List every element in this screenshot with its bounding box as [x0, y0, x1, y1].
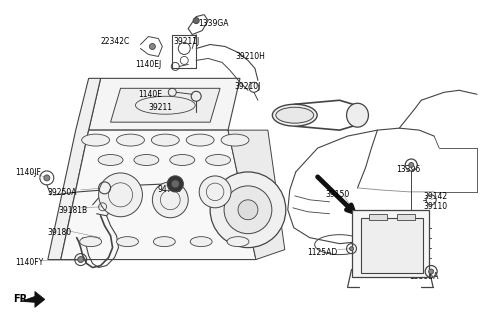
Circle shape [349, 247, 353, 251]
Polygon shape [48, 78, 101, 260]
Polygon shape [21, 292, 45, 307]
Text: 13396: 13396 [396, 165, 420, 174]
Circle shape [171, 180, 179, 188]
Text: 39180: 39180 [48, 228, 72, 237]
Circle shape [152, 182, 188, 218]
Text: 1140EJ: 1140EJ [135, 60, 162, 69]
Polygon shape [89, 78, 240, 130]
Ellipse shape [205, 155, 230, 165]
Text: 39210J: 39210J [234, 82, 261, 91]
Ellipse shape [227, 237, 249, 247]
Bar [397, 214, 415, 220]
Ellipse shape [98, 155, 123, 165]
Text: 1125AD: 1125AD [307, 248, 337, 257]
Ellipse shape [347, 103, 369, 127]
Circle shape [149, 44, 156, 50]
Ellipse shape [82, 134, 109, 146]
Polygon shape [61, 130, 256, 260]
Bar [370, 214, 387, 220]
Ellipse shape [135, 96, 195, 114]
Ellipse shape [117, 134, 144, 146]
Ellipse shape [276, 107, 313, 123]
Text: 1339GA: 1339GA [198, 19, 228, 28]
Text: 1140E: 1140E [138, 90, 162, 99]
Ellipse shape [221, 134, 249, 146]
Text: 39142: 39142 [423, 192, 447, 201]
Circle shape [78, 257, 84, 262]
Circle shape [199, 176, 231, 208]
Text: FR.: FR. [13, 294, 31, 304]
Ellipse shape [151, 134, 179, 146]
Ellipse shape [117, 237, 138, 247]
Ellipse shape [134, 155, 159, 165]
Ellipse shape [170, 155, 195, 165]
Text: 39250A: 39250A [48, 188, 77, 197]
Circle shape [193, 18, 199, 24]
Ellipse shape [190, 237, 212, 247]
Text: 94750: 94750 [157, 185, 182, 194]
Text: 39150: 39150 [325, 190, 350, 199]
Circle shape [44, 175, 50, 181]
FancyBboxPatch shape [361, 218, 423, 273]
Text: 1140FY: 1140FY [15, 258, 43, 267]
Circle shape [429, 269, 433, 274]
Circle shape [224, 186, 272, 234]
Text: 39110: 39110 [423, 202, 447, 211]
Text: 39211J: 39211J [173, 36, 200, 45]
Circle shape [210, 172, 286, 248]
FancyBboxPatch shape [351, 210, 429, 277]
Text: 22342C: 22342C [101, 36, 130, 45]
Circle shape [168, 176, 183, 192]
Circle shape [98, 173, 143, 217]
Polygon shape [110, 88, 220, 122]
Ellipse shape [80, 237, 102, 247]
Text: 13395A: 13395A [409, 271, 439, 281]
Text: 39210H: 39210H [235, 52, 265, 61]
Text: 39211: 39211 [148, 103, 172, 112]
Ellipse shape [272, 104, 317, 126]
Ellipse shape [154, 237, 175, 247]
Text: 1140JF: 1140JF [15, 168, 41, 177]
Ellipse shape [186, 134, 214, 146]
Polygon shape [228, 130, 285, 260]
Circle shape [238, 200, 258, 220]
Text: 39181B: 39181B [59, 206, 88, 215]
Circle shape [409, 163, 414, 167]
